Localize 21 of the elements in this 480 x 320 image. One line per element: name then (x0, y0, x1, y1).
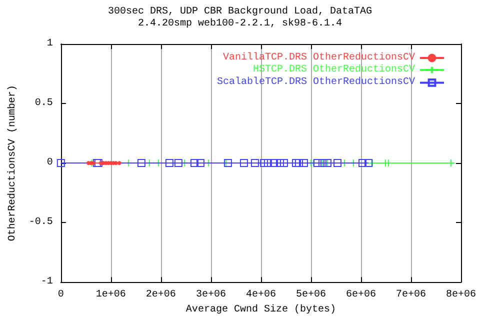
chart-subtitle: 2.4.20smp web100-2.2.1, sk98-6.1.4 (138, 18, 342, 30)
y-tick-label: 0 (46, 158, 53, 169)
y-tick-label: 0.5 (34, 98, 53, 110)
x-tick-label: 2e+06 (146, 290, 176, 301)
x-tick-label: 3e+06 (196, 290, 226, 301)
x-tick-label: 8e+06 (446, 290, 476, 301)
x-tick-label: 1e+06 (96, 290, 126, 301)
y-tick-label: -1 (40, 276, 53, 288)
legend-label: VanillaTCP.DRS OtherReductionsCV (222, 52, 415, 64)
y-tick-label: -0.5 (28, 217, 53, 228)
x-tick-label: 4e+06 (246, 290, 276, 301)
chart-title: 300sec DRS, UDP CBR Background Load, DataTAG (108, 6, 372, 18)
y-tick-label: 1 (46, 38, 53, 50)
x-axis-title: Average Cwnd Size (bytes) (186, 304, 336, 316)
x-tick-label: 6e+06 (346, 290, 376, 301)
legend-label: ScalableTCP.DRS OtherReductionsCV (216, 76, 415, 88)
x-tick-label: 5e+06 (296, 290, 326, 301)
x-tick-label: 0 (58, 290, 64, 301)
y-axis-title: OtherReductionsCV (number) (6, 85, 18, 242)
legend-label: HSTCP.DRS OtherReductionsCV (252, 64, 415, 76)
x-tick-label: 7e+06 (396, 290, 426, 301)
